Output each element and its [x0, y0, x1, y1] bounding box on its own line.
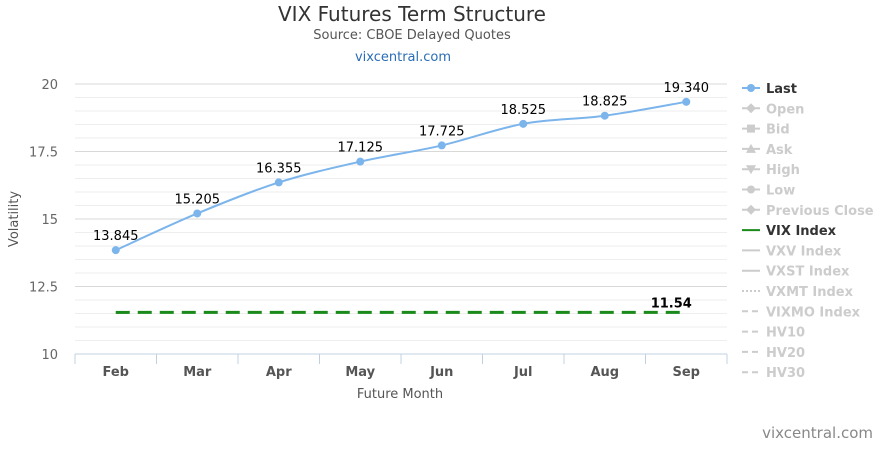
y-axis-ticks: 10 12.5 15 17.5 20 — [29, 78, 58, 363]
last-data-point[interactable] — [111, 246, 120, 255]
legend-triangle-down-icon — [746, 165, 756, 175]
legend-label: VXV Index — [766, 244, 842, 259]
legend-diamond-icon — [746, 103, 756, 114]
legend-label: Low — [766, 184, 795, 199]
last-data-point[interactable] — [193, 209, 202, 218]
legend-label: Ask — [766, 143, 793, 158]
legend-label: VIX Index — [766, 224, 837, 239]
legend-item[interactable]: VXMT Index — [742, 285, 854, 300]
legend-label: VXST Index — [766, 265, 850, 280]
legend-item[interactable]: VIX Index — [742, 224, 837, 239]
legend-item[interactable]: HV10 — [742, 326, 805, 341]
legend-item[interactable]: Ask — [742, 143, 793, 158]
last-data-point[interactable] — [437, 141, 446, 150]
legend[interactable]: Last Open Bid Ask High Low Previous Close VIX I… — [742, 82, 874, 381]
last-data-label: 13.845 — [93, 229, 139, 244]
y-tick-label: 15 — [41, 213, 58, 228]
legend-label: Previous Close — [766, 204, 874, 219]
legend-label: VXMT Index — [766, 285, 854, 300]
last-data-label: 19.340 — [664, 81, 710, 96]
x-tick-label: Aug — [590, 365, 619, 380]
y-axis-label: Volatility — [7, 191, 22, 247]
legend-label: High — [766, 163, 800, 178]
legend-item[interactable]: Previous Close — [742, 204, 874, 219]
legend-label: Bid — [766, 123, 790, 138]
legend-item[interactable]: High — [742, 163, 800, 178]
legend-label: HV10 — [766, 326, 805, 341]
x-tick-label: Apr — [266, 365, 292, 380]
x-tick-label: Sep — [673, 365, 701, 380]
last-data-label: 16.355 — [256, 161, 302, 176]
last-data-label: 17.125 — [338, 141, 384, 156]
legend-item[interactable]: Open — [742, 102, 804, 117]
legend-item[interactable]: VXST Index — [742, 265, 850, 280]
last-data-label: 18.525 — [501, 103, 547, 118]
x-tick-label: Feb — [103, 365, 129, 380]
y-tick-label: 17.5 — [29, 146, 58, 161]
last-data-label: 17.725 — [419, 124, 465, 139]
last-data-label: 18.825 — [582, 95, 628, 110]
y-tick-label: 10 — [41, 348, 58, 363]
legend-square-icon — [747, 124, 755, 133]
x-axis-label: Future Month — [357, 387, 443, 402]
last-data-label: 15.205 — [175, 192, 221, 207]
y-tick-label: 12.5 — [29, 281, 58, 296]
legend-item[interactable]: Low — [742, 184, 795, 199]
legend-triangle-icon — [746, 143, 756, 153]
legend-circle-icon — [747, 185, 755, 194]
legend-label: Last — [766, 82, 797, 97]
legend-item[interactable]: HV30 — [742, 366, 805, 381]
x-tick-label: Mar — [183, 365, 212, 380]
legend-label: Open — [766, 102, 804, 117]
legend-item[interactable]: HV20 — [742, 346, 805, 361]
gridlines — [75, 83, 727, 341]
x-axis: Feb Mar Apr May Jun Jul Aug Sep — [74, 353, 728, 380]
legend-item[interactable]: Last — [742, 82, 797, 97]
legend-diamond-icon — [746, 204, 756, 215]
legend-item[interactable]: Bid — [742, 123, 790, 138]
x-tick-label: Jul — [513, 365, 533, 380]
subtitle-link[interactable]: vixcentral.com — [355, 50, 451, 65]
y-tick-label: 20 — [41, 78, 58, 93]
last-data-point[interactable] — [274, 178, 283, 187]
legend-label: HV30 — [766, 366, 805, 381]
chart-title: VIX Futures Term Structure — [278, 2, 546, 26]
last-data-point[interactable] — [519, 119, 528, 128]
legend-label: VIXMO Index — [766, 305, 861, 320]
legend-item[interactable]: VIXMO Index — [742, 305, 861, 320]
last-data-point[interactable] — [356, 157, 365, 166]
x-tick-label: Jun — [429, 365, 453, 380]
credit-text[interactable]: vixcentral.com — [762, 424, 873, 442]
last-data-point[interactable] — [600, 111, 609, 120]
last-data-point[interactable] — [682, 97, 691, 106]
legend-label: HV20 — [766, 346, 805, 361]
vix-index-label: 11.54 — [651, 296, 692, 311]
legend-item[interactable]: VXV Index — [742, 244, 842, 259]
legend-circle-icon — [747, 84, 755, 92]
chart-subtitle: Source: CBOE Delayed Quotes — [313, 28, 511, 43]
x-tick-label: May — [345, 365, 375, 380]
last-series-line[interactable] — [115, 100, 687, 252]
plot-series: 11.54 13.845 15.205 16.355 17.125 17.725 18.52… — [93, 81, 710, 314]
